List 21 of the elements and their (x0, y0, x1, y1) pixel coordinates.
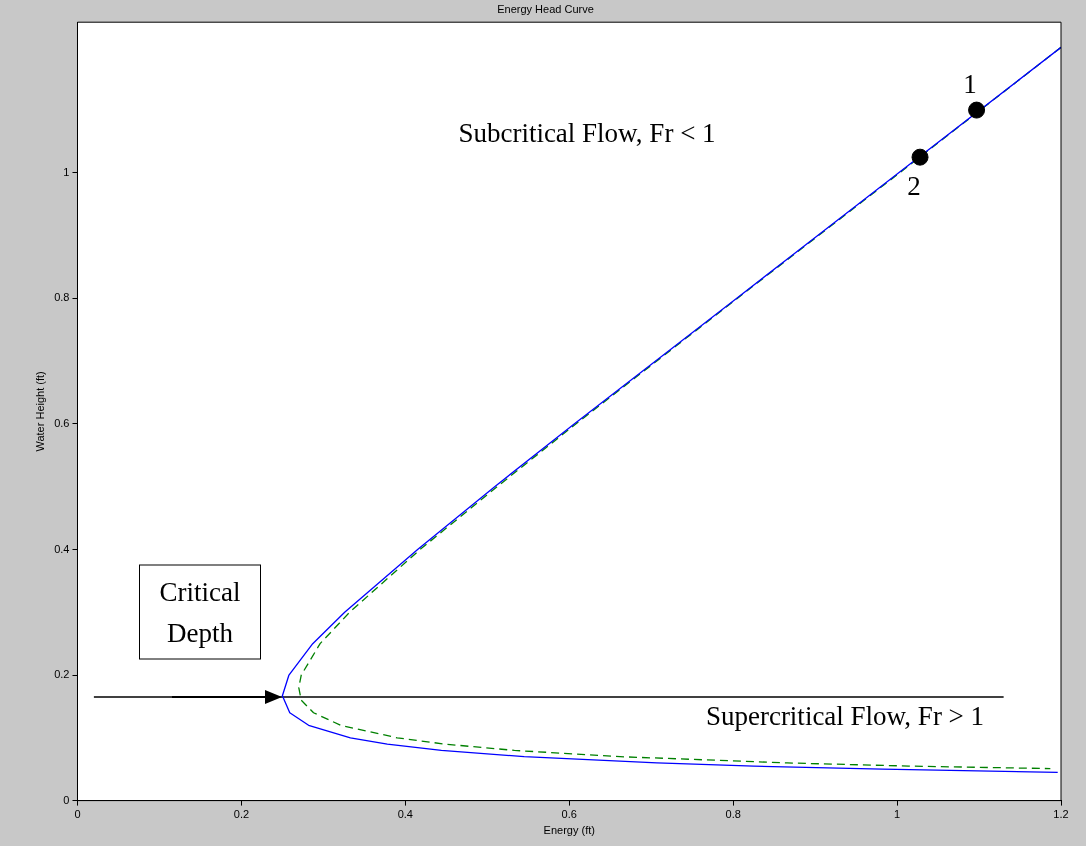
y-tick-label: 0.2 (54, 668, 70, 681)
y-tick-label: 1 (63, 165, 70, 178)
chart-title: Energy Head Curve (497, 2, 594, 15)
x-axis-title: Energy (ft) (543, 824, 595, 837)
x-tick-label: 0.2 (233, 808, 250, 821)
annotation: Subcritical Flow, Fr < 1 (458, 117, 716, 149)
annotation: Supercritical Flow, Fr > 1 (705, 700, 985, 732)
annotation: 1 (963, 68, 977, 100)
y-tick-label: 0.8 (54, 291, 70, 304)
y-tick-label: 0.4 (54, 542, 70, 555)
text-box: Critical Depth (139, 564, 261, 660)
x-tick-label: 1.2 (1053, 808, 1069, 821)
x-tick-label: 1 (894, 808, 901, 821)
x-tick-label: 0 (74, 808, 81, 821)
x-tick-label: 0.8 (725, 808, 741, 821)
x-tick-label: 0.6 (561, 808, 577, 821)
y-axis-title: Water Height (ft) (33, 371, 46, 452)
x-tick-label: 0.4 (397, 808, 413, 821)
annotation: 2 (907, 170, 921, 202)
y-tick-label: 0.6 (54, 416, 70, 429)
y-tick-label: 0 (63, 793, 70, 806)
